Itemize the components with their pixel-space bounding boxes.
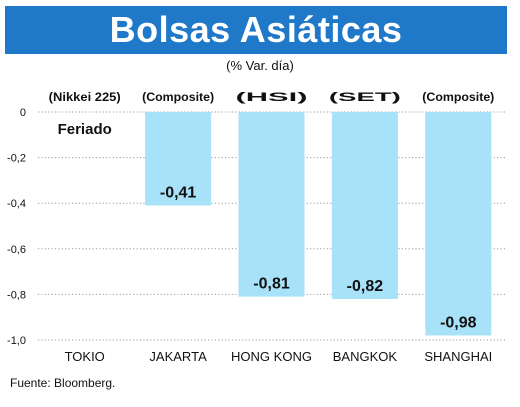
y-tick-label: 0 (20, 107, 26, 119)
x-tick-label: BANGKOK (333, 349, 398, 364)
source-note: Fuente: Bloomberg. (10, 376, 116, 390)
title-bar: Bolsas Asiáticas (5, 6, 507, 54)
x-tick-label: JAKARTA (149, 349, 207, 364)
data-label: -0,81 (253, 276, 290, 293)
index-label: (Nikkei 225) (49, 90, 121, 104)
bar (331, 112, 398, 299)
chart-subtitle: (% Var. día) (226, 58, 294, 73)
x-tick-label: HONG KONG (231, 349, 312, 364)
data-label: -0,41 (160, 184, 197, 201)
y-tick-label: -0,4 (7, 198, 26, 210)
y-tick-label: -0,8 (7, 289, 26, 301)
bar (238, 112, 305, 297)
chart-title: Bolsas Asiáticas (109, 9, 403, 50)
data-label: Feriado (58, 121, 112, 138)
y-tick-label: -1,0 (7, 335, 26, 347)
data-label: -0,98 (440, 314, 477, 331)
bar (425, 112, 492, 336)
index-label: (HSI) (236, 90, 308, 104)
y-tick-label: -0,2 (7, 153, 26, 165)
data-label: -0,82 (347, 278, 384, 295)
index-label: (Composite) (422, 90, 494, 104)
index-label: (Composite) (142, 90, 214, 104)
index-label: (SET) (329, 90, 401, 104)
x-tick-label: TOKIO (65, 349, 105, 364)
bar (145, 112, 212, 206)
y-tick-label: -0,6 (7, 244, 26, 256)
x-tick-label: SHANGHAI (424, 349, 492, 364)
